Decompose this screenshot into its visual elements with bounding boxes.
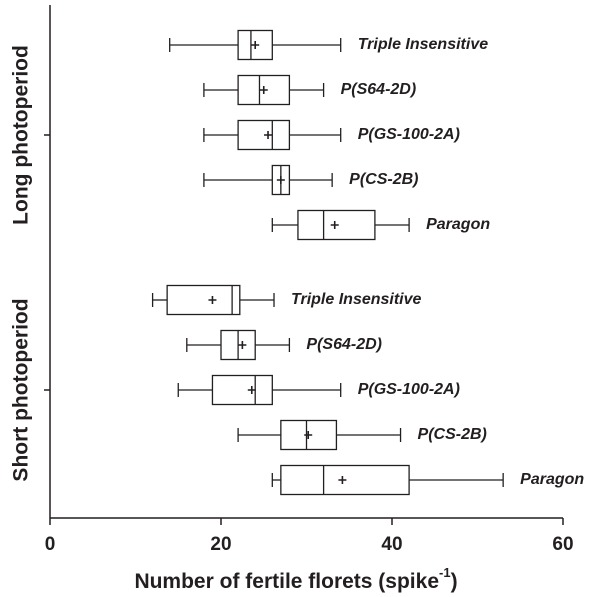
box-label: Triple Insensitive bbox=[358, 36, 489, 53]
box-label: P(CS-2B) bbox=[349, 171, 418, 188]
mean-marker bbox=[330, 221, 339, 229]
box-label: P(S64-2D) bbox=[341, 81, 417, 98]
mean-marker bbox=[259, 86, 268, 94]
box-label: P(S64-2D) bbox=[306, 336, 382, 353]
x-axis-title-sup: -1 bbox=[439, 565, 451, 580]
box-label: P(CS-2B) bbox=[418, 426, 487, 443]
box-label: Paragon bbox=[426, 216, 490, 233]
mean-marker bbox=[276, 176, 285, 184]
box bbox=[166, 284, 241, 316]
box bbox=[237, 119, 291, 151]
box bbox=[280, 464, 410, 496]
mean-marker bbox=[338, 476, 347, 484]
x-axis-title-text: Number of fertile florets (spike bbox=[134, 570, 439, 593]
x-tick-label: 60 bbox=[552, 534, 573, 555]
mean-marker bbox=[304, 431, 313, 439]
box-label: Paragon bbox=[520, 471, 584, 488]
x-axis-title-suffix: ) bbox=[451, 570, 458, 593]
group-label: Short photoperiod bbox=[10, 298, 33, 481]
mean-marker bbox=[208, 296, 217, 304]
x-tick-label: 20 bbox=[210, 534, 231, 555]
box bbox=[211, 374, 273, 406]
mean-marker bbox=[238, 341, 247, 349]
x-tick-label: 40 bbox=[381, 534, 402, 555]
box bbox=[237, 74, 291, 106]
mean-marker bbox=[251, 41, 260, 49]
x-tick-label: 0 bbox=[45, 534, 56, 555]
mean-marker bbox=[247, 386, 256, 394]
group-label: Long photoperiod bbox=[10, 45, 33, 225]
mean-marker bbox=[264, 131, 273, 139]
box-label: P(GS-100-2A) bbox=[358, 126, 460, 143]
box-label: P(GS-100-2A) bbox=[358, 381, 460, 398]
x-axis-title: Number of fertile florets (spike-1) bbox=[134, 565, 457, 592]
box-label: Triple Insensitive bbox=[291, 291, 422, 308]
box bbox=[297, 209, 376, 241]
box bbox=[280, 419, 338, 451]
box bbox=[237, 29, 273, 61]
